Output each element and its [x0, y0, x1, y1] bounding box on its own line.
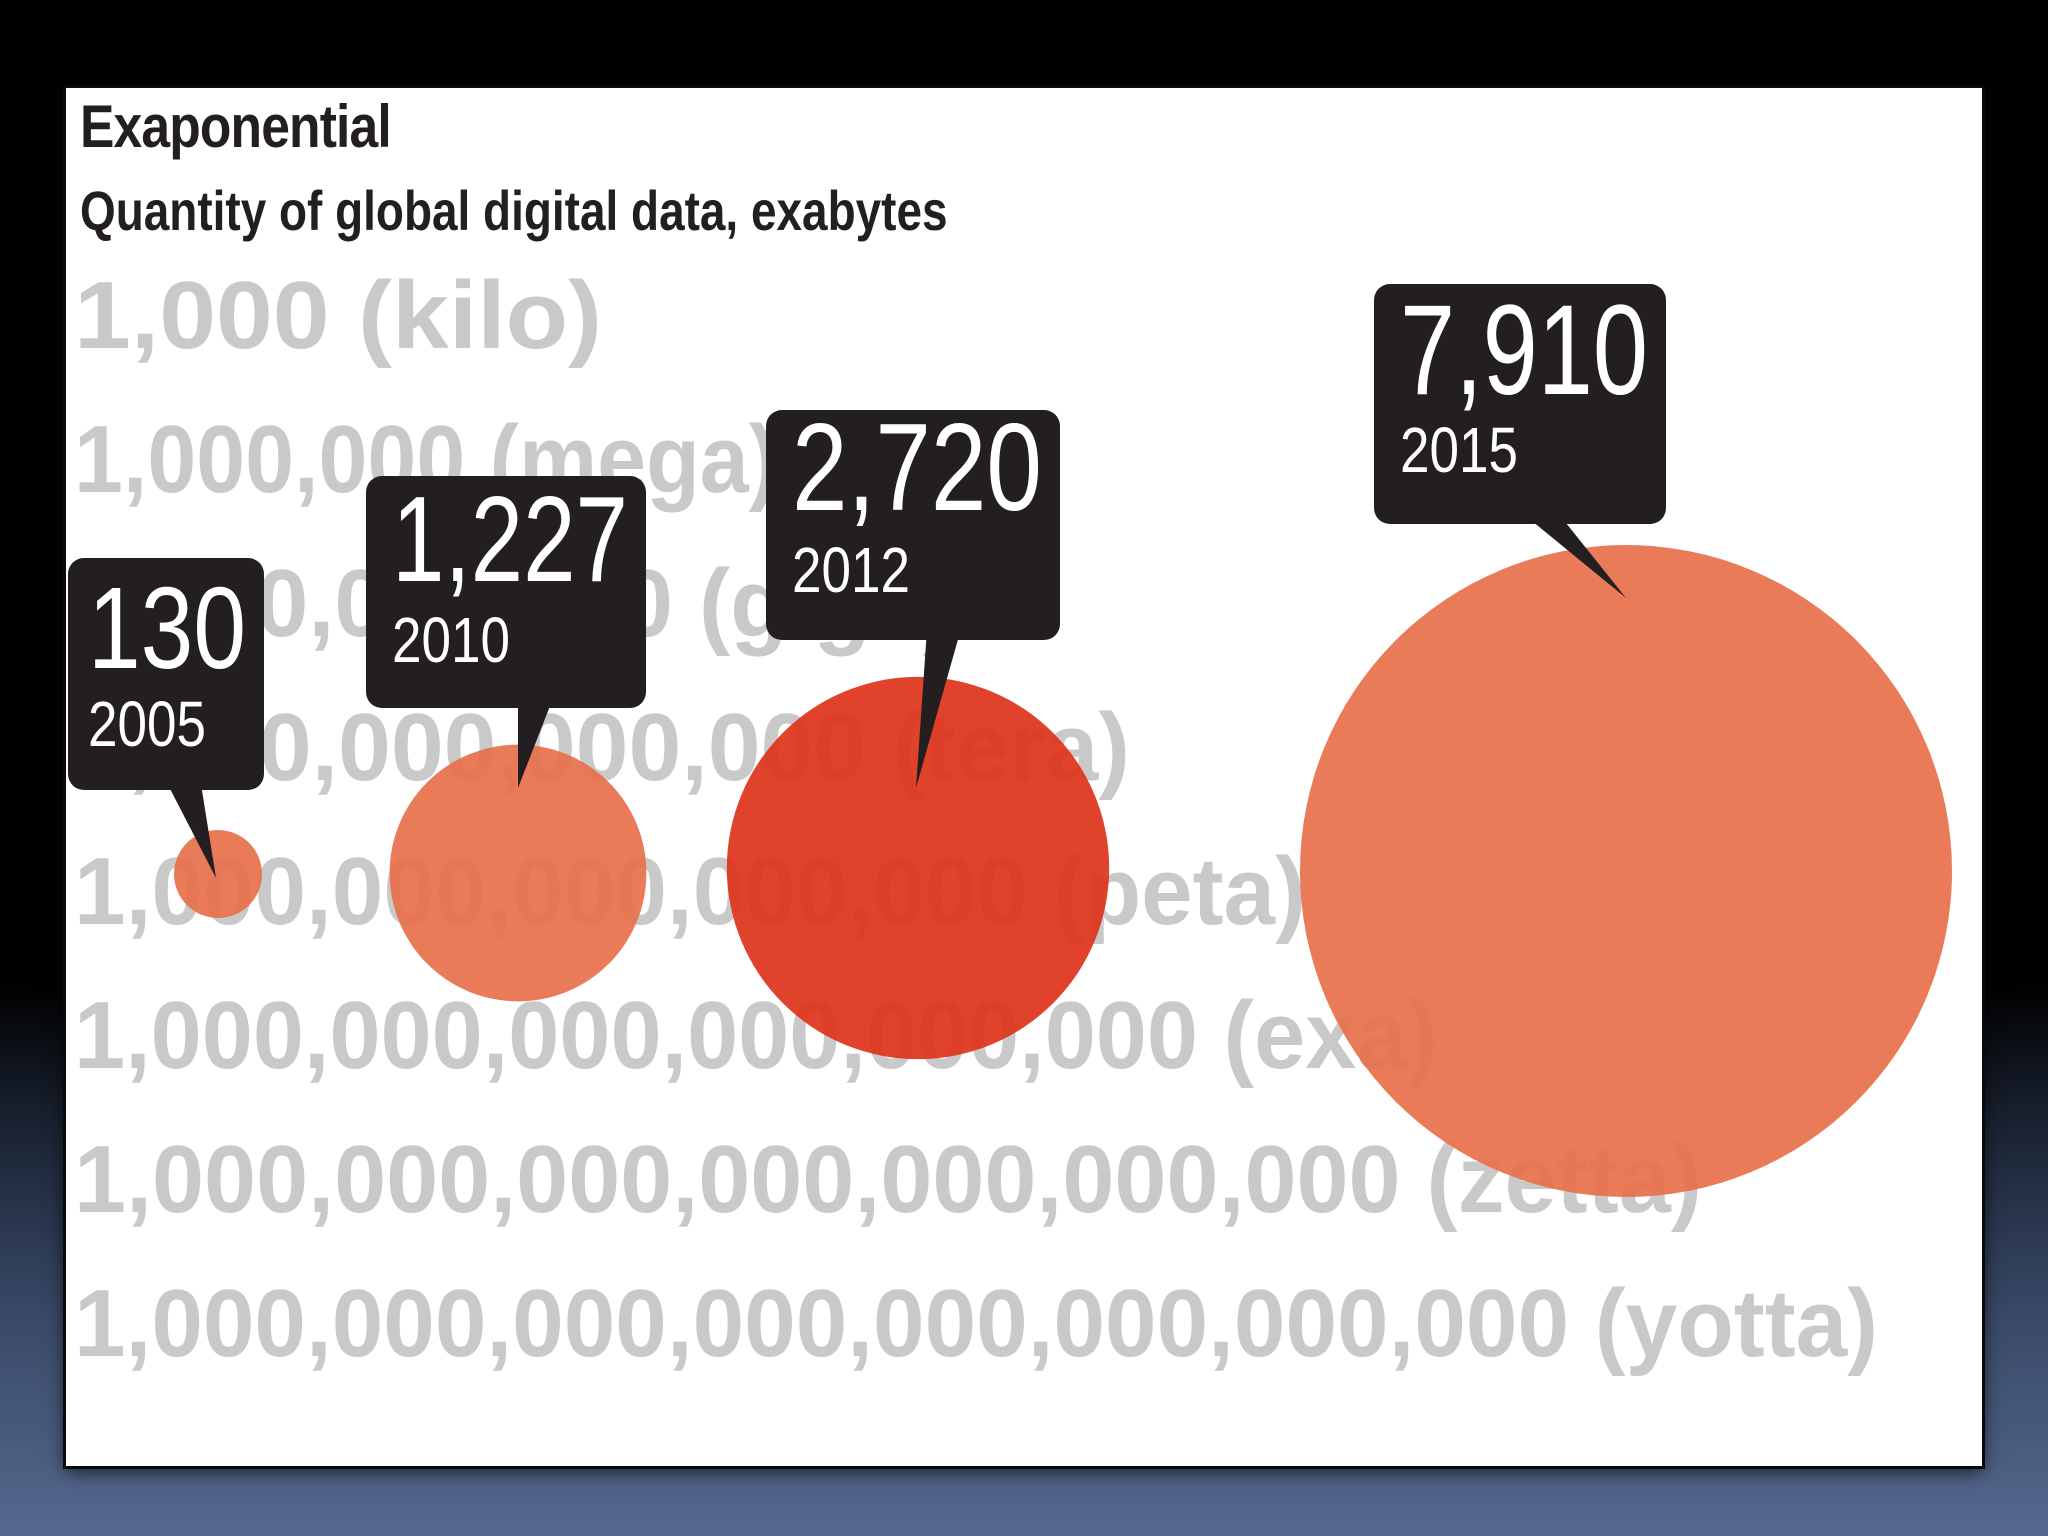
- bubble-chart: 1,000 (kilo)1,000,000 (mega)1,000,000,00…: [68, 262, 1952, 1377]
- value-label: 2,720: [792, 399, 1042, 537]
- callout-pointer: [916, 638, 959, 788]
- value-label: 1,227: [392, 471, 628, 607]
- bubbles: [174, 545, 1952, 1197]
- bubble-2015: [1300, 545, 1952, 1197]
- chart-card: 1,000 (kilo) 1,000,000 (mega) 1,000,000,00…: [66, 88, 1982, 1466]
- year-label: 2010: [392, 604, 510, 676]
- value-label: 7,910: [1400, 279, 1648, 422]
- callout-box: [766, 410, 1060, 640]
- year-label: 2012: [792, 534, 910, 606]
- scale-label: 1,000,000,000,000,000,000,000,000 (yotta…: [74, 1270, 1878, 1377]
- callout-pointer: [1533, 522, 1626, 598]
- scale-label: 1,000,000,000,000,000,000 (exa): [74, 982, 1438, 1089]
- bubble-2012: [726, 676, 1110, 1060]
- scale-label: 1,000,000,000,000,000 (peta): [74, 838, 1306, 945]
- callout-box: [1374, 284, 1666, 524]
- chart-subtitle: Quantity of global digital data, exabyte…: [80, 179, 948, 242]
- callout-box: [366, 476, 646, 708]
- bubble-2010: [389, 744, 647, 1002]
- callout-pointer: [518, 706, 550, 788]
- scale-label: 1,000,000,000,000,000,000,000 (zetta): [74, 1126, 1702, 1233]
- chart-title: Exaponential: [80, 93, 392, 160]
- value-label: 130: [88, 563, 246, 693]
- callout-pointer: [169, 788, 216, 878]
- bubble-2005: [174, 830, 262, 918]
- year-label: 2015: [1400, 414, 1518, 486]
- callout-box: [68, 558, 264, 790]
- year-label: 2005: [88, 688, 206, 760]
- scale-label: 1,000 (kilo): [74, 262, 602, 369]
